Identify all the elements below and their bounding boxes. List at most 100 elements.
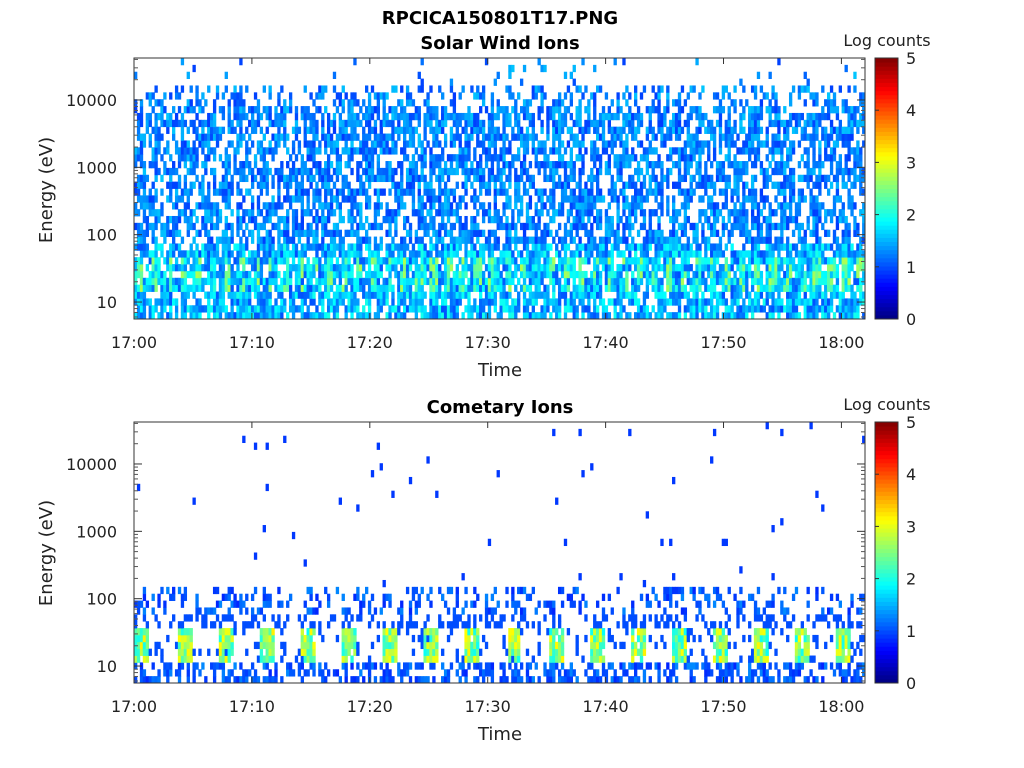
spectrogram-cell xyxy=(136,229,141,237)
spectrogram-cell xyxy=(426,181,430,189)
spectrogram-cell xyxy=(145,298,150,306)
spectrogram-cell xyxy=(566,264,571,272)
spectrogram-cell xyxy=(593,119,597,128)
spectrogram-cell xyxy=(294,112,299,121)
spectrogram-cell xyxy=(476,264,480,272)
spectrogram-cell xyxy=(578,154,582,162)
spectrogram-cell xyxy=(429,147,433,155)
spectrogram-cell xyxy=(721,277,726,286)
spectrogram-cell xyxy=(183,106,188,114)
spectrogram-cell xyxy=(707,284,711,292)
spectrogram-cell xyxy=(326,243,331,251)
spectrogram-cell xyxy=(221,161,226,169)
spectrogram-cell xyxy=(666,133,670,141)
spectrogram-cell xyxy=(245,243,249,251)
spectrogram-cell xyxy=(411,112,416,121)
spectrogram-cell xyxy=(762,215,766,224)
spectrogram-cell xyxy=(423,174,427,183)
spectrogram-cell xyxy=(721,270,726,279)
spectrogram-cell xyxy=(367,99,372,107)
spectrogram-cell xyxy=(768,250,772,258)
spectrogram-cell xyxy=(748,195,752,203)
spectrogram-cell xyxy=(449,167,454,176)
spectrogram-cell xyxy=(335,312,340,320)
spectrogram-cell xyxy=(642,215,647,224)
spectrogram-cell xyxy=(604,222,609,231)
spectrogram-cell xyxy=(672,243,676,251)
spectrogram-cell xyxy=(426,99,430,107)
spectrogram-cell xyxy=(365,298,369,306)
spectrogram-cell xyxy=(467,154,471,162)
spectrogram-cell xyxy=(563,257,568,265)
spectrogram-cell xyxy=(645,188,650,196)
spectrogram-cell xyxy=(481,119,486,128)
spectrogram-cell xyxy=(587,305,591,313)
spectrogram-cell xyxy=(669,154,673,162)
spectrogram-cell xyxy=(636,257,641,265)
spectrogram-cell xyxy=(356,147,360,155)
spectrogram-cell xyxy=(347,154,351,162)
spectrogram-cell xyxy=(584,195,588,203)
spectrogram-cell xyxy=(511,133,515,141)
spectrogram-cell xyxy=(651,305,655,313)
spectrogram-cell xyxy=(423,222,427,231)
spectrogram-cell xyxy=(642,222,647,231)
spectrogram-cell xyxy=(376,270,381,279)
spectrogram-cell xyxy=(642,174,647,183)
spectrogram-cell xyxy=(441,126,445,134)
spectrogram-cell xyxy=(236,106,240,114)
spectrogram-cell xyxy=(154,140,158,148)
spectrogram-cell xyxy=(230,277,234,286)
spectrogram-cell xyxy=(397,298,401,306)
spectrogram-cell xyxy=(762,257,766,265)
spectrogram-cell xyxy=(443,250,448,258)
spectrogram-cell xyxy=(388,188,392,196)
spectrogram-cell xyxy=(607,284,612,292)
spectrogram-cell xyxy=(449,161,454,169)
spectrogram-cell xyxy=(370,291,375,299)
spectrogram-cell xyxy=(414,106,419,114)
spectrogram-cell xyxy=(166,119,170,128)
spectrogram-cell xyxy=(256,243,261,251)
spectrogram-cell xyxy=(365,291,369,299)
spectrogram-cell xyxy=(259,154,264,162)
spectrogram-cell xyxy=(160,209,164,217)
spectrogram-cell xyxy=(215,215,220,224)
spectrogram-cell xyxy=(631,174,635,183)
spectrogram-cell xyxy=(765,312,769,320)
spectrogram-cell xyxy=(438,270,442,279)
spectrogram-cell xyxy=(306,277,310,286)
spectrogram-cell xyxy=(253,106,258,114)
spectrogram-cell xyxy=(753,92,758,100)
spectrogram-cell xyxy=(411,250,416,258)
spectrogram-cell xyxy=(601,250,606,258)
spectrogram-cell xyxy=(522,291,527,299)
spectrogram-cell xyxy=(452,119,457,128)
spectrogram-cell xyxy=(511,215,515,224)
spectrogram-cell xyxy=(563,92,568,100)
spectrogram-cell xyxy=(724,305,728,313)
spectrogram-cell xyxy=(394,229,398,237)
spectrogram-cell xyxy=(569,126,573,134)
spectrogram-cell xyxy=(569,264,573,272)
spectrogram-cell xyxy=(686,291,690,299)
spectrogram-cell xyxy=(394,243,398,251)
spectrogram-cell xyxy=(408,229,413,237)
spectrogram-cell xyxy=(502,305,506,313)
spectrogram-cell xyxy=(484,236,489,244)
spectrogram-cell xyxy=(338,188,342,196)
spectrogram-cell xyxy=(467,147,471,155)
spectrogram-cell xyxy=(546,195,550,203)
spectrogram-cell xyxy=(350,305,354,313)
spectrogram-cell xyxy=(753,305,758,313)
spectrogram-cell xyxy=(283,181,287,189)
spectrogram-cell xyxy=(315,167,319,176)
spectrogram-cell xyxy=(318,167,322,176)
spectrogram-cell xyxy=(438,126,442,134)
spectrogram-cell xyxy=(321,174,325,183)
spectrogram-cell xyxy=(405,99,410,107)
spectrogram-cell xyxy=(245,140,249,148)
spectrogram-cell xyxy=(271,174,275,183)
spectrogram-cell xyxy=(788,188,793,196)
spectrogram-cell xyxy=(490,264,495,272)
